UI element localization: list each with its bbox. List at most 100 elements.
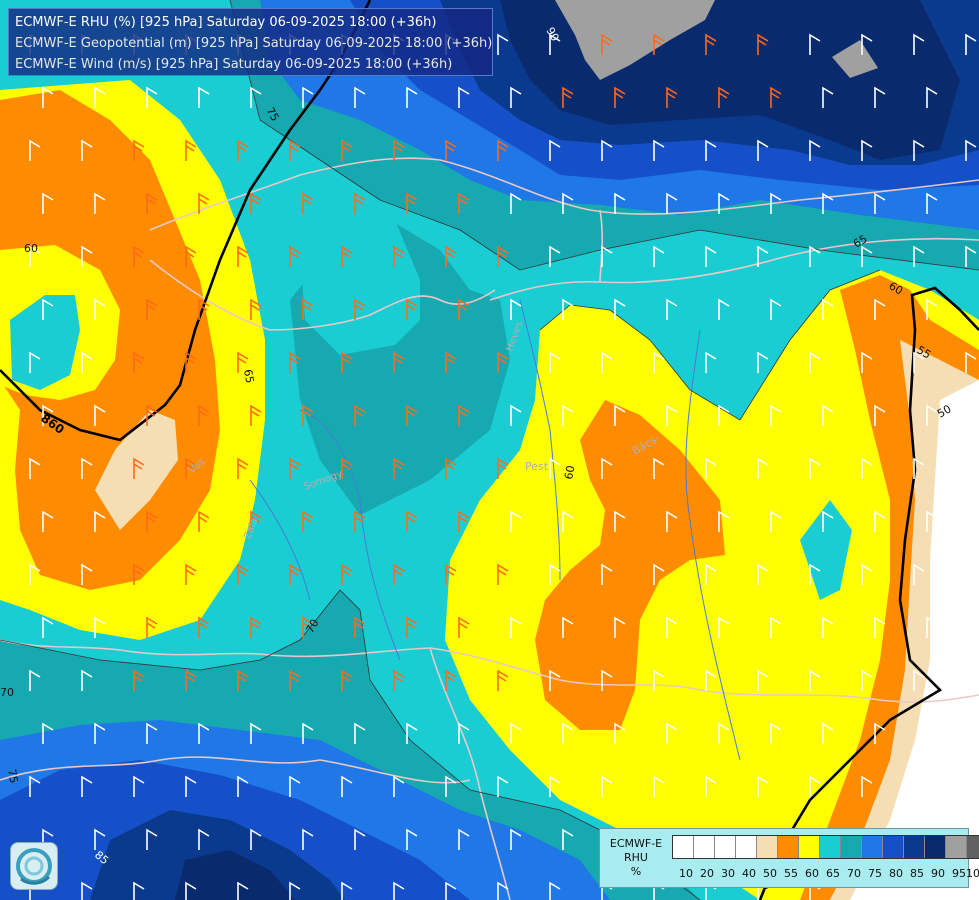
wind-barb: [510, 298, 522, 320]
legend-tick: 70: [847, 867, 861, 880]
wind-barb: [393, 881, 405, 900]
wind-barb: [770, 510, 782, 532]
wind-barb: [29, 563, 41, 585]
legend-swatch: [820, 836, 841, 858]
wind-barb: [705, 245, 717, 267]
wind-barb: [458, 298, 470, 320]
wind-barb: [289, 351, 301, 373]
wind-barb: [822, 510, 834, 532]
wind-barb: [341, 669, 353, 691]
place-label-pest: Pest: [525, 460, 549, 473]
wind-barb: [29, 245, 41, 267]
wind-barb: [198, 404, 210, 426]
wind-barb: [614, 722, 626, 744]
wind-barb: [185, 139, 197, 161]
wind-barb: [354, 192, 366, 214]
wind-barb: [562, 616, 574, 638]
wind-barb: [133, 351, 145, 373]
wind-barb: [549, 139, 561, 161]
wind-barb: [42, 616, 54, 638]
wind-barb: [510, 86, 522, 108]
title-geopotential: ECMWF-E Geopotential (m) [925 hPa] Satur…: [15, 36, 493, 51]
wind-barb: [81, 351, 93, 373]
wind-barb: [146, 298, 158, 320]
wind-barb: [497, 245, 509, 267]
wind-barb: [705, 669, 717, 691]
wind-barb: [666, 404, 678, 426]
wind-barb: [666, 298, 678, 320]
wind-barb: [146, 192, 158, 214]
wind-barb: [237, 139, 249, 161]
wind-barb: [354, 510, 366, 532]
wind-barb: [926, 298, 938, 320]
wind-barb: [341, 775, 353, 797]
wind-barb: [29, 775, 41, 797]
wind-barb: [497, 457, 509, 479]
wind-barb: [809, 245, 821, 267]
wind-barb: [757, 33, 769, 55]
wind-barb: [393, 563, 405, 585]
wind-barb: [822, 192, 834, 214]
wind-barb: [445, 139, 457, 161]
rhu-field-55-east-blob: [535, 400, 725, 730]
wind-barb: [354, 86, 366, 108]
wind-barb: [81, 775, 93, 797]
contour-label: 75: [5, 768, 20, 784]
wind-barb: [133, 457, 145, 479]
wind-barb: [653, 669, 665, 691]
wind-barb: [549, 33, 561, 55]
wind-barb: [861, 563, 873, 585]
wind-barb: [718, 86, 730, 108]
wind-barb: [393, 351, 405, 373]
wind-barb: [965, 245, 977, 267]
wind-barb: [237, 669, 249, 691]
legend-swatch: [883, 836, 904, 858]
wind-barb: [861, 775, 873, 797]
wind-barb: [549, 457, 561, 479]
wind-barb: [913, 245, 925, 267]
wind-barb: [458, 510, 470, 532]
wind-barb: [42, 298, 54, 320]
wind-barb: [185, 457, 197, 479]
wind-barb: [94, 828, 106, 850]
legend-label: ECMWF-E RHU %: [604, 837, 668, 879]
wind-barb: [562, 828, 574, 850]
wind-barb: [406, 722, 418, 744]
wind-barb: [965, 33, 977, 55]
wind-barb: [874, 298, 886, 320]
wind-barb: [341, 139, 353, 161]
rhu-field-65-westhole: [10, 295, 80, 390]
wind-barb: [94, 404, 106, 426]
map-text: Pest Bács- Heves Vas Zala Somogy 75 70 6…: [0, 25, 954, 891]
legend-tick: 90: [931, 867, 945, 880]
wind-barb: [666, 510, 678, 532]
wind-barb: [965, 669, 977, 691]
wind-barb: [913, 775, 925, 797]
legend-tick: 95: [952, 867, 966, 880]
wind-barb: [81, 139, 93, 161]
contour-label: 60: [24, 242, 38, 255]
wind-barb: [926, 404, 938, 426]
wind-barb: [81, 881, 93, 900]
wind-barb: [601, 457, 613, 479]
legend-swatch: [673, 836, 694, 858]
wind-barb: [406, 510, 418, 532]
wind-barb: [81, 245, 93, 267]
wind-barb: [458, 616, 470, 638]
wind-barb: [809, 457, 821, 479]
wind-barb: [237, 351, 249, 373]
wind-barb: [237, 775, 249, 797]
wind-barb: [133, 139, 145, 161]
wind-barb: [510, 616, 522, 638]
legend-tick: 75: [868, 867, 882, 880]
wind-barb: [497, 669, 509, 691]
wind-barb: [757, 775, 769, 797]
wind-barb: [809, 351, 821, 373]
legend-swatch: [778, 836, 799, 858]
wind-barb: [549, 245, 561, 267]
wind-barb: [133, 245, 145, 267]
rhu-field-95-north: [555, 0, 715, 80]
wind-barb: [822, 722, 834, 744]
wind-barb: [185, 775, 197, 797]
contour-label: 55: [915, 343, 934, 361]
